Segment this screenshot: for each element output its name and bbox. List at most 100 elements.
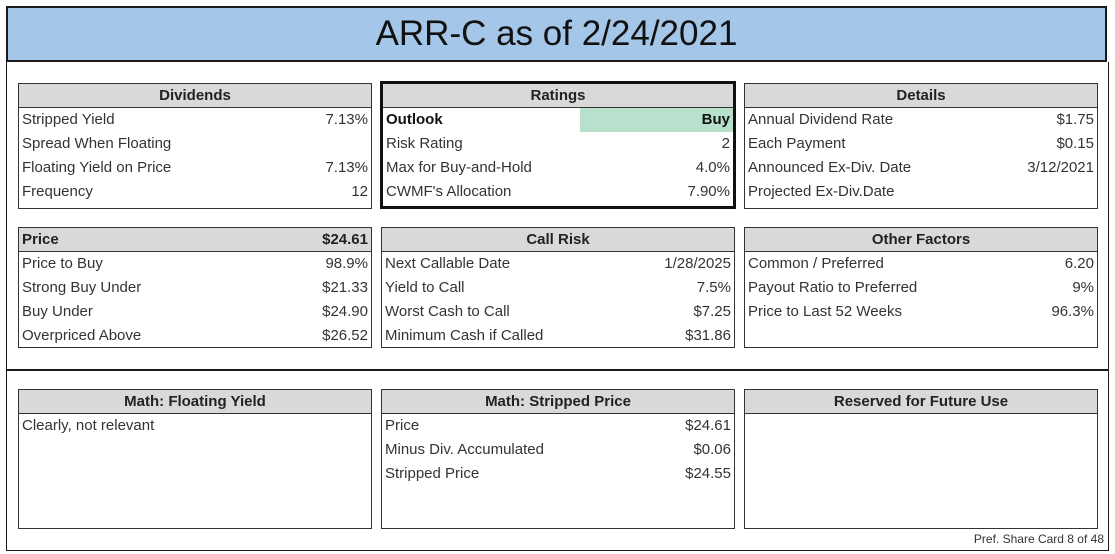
ratings-header: Ratings [383, 84, 733, 108]
card-footer: Pref. Share Card 8 of 48 [973, 532, 1104, 546]
page-title: ARR-C as of 2/24/2021 [6, 6, 1107, 62]
price-header-value: $24.61 [322, 231, 368, 248]
row-label: Overpriced Above [22, 327, 142, 344]
ratings-card: Ratings Outlook Buy Risk Rating 2 Max for … [380, 81, 736, 209]
dividends-row: Floating Yield on Price 7.13% [19, 156, 371, 180]
row-value: $31.86 [685, 327, 731, 344]
row-label: Minimum Cash if Called [385, 327, 544, 344]
row-label: Common / Preferred [748, 255, 884, 272]
details-card: Details Annual Dividend Rate $1.75 Each P… [744, 83, 1098, 209]
details-row: Announced Ex-Div. Date 3/12/2021 [745, 156, 1097, 180]
row-value: 9% [1072, 279, 1094, 296]
price-header: Price $24.61 [19, 228, 371, 252]
call-risk-card: Call Risk Next Callable Date 1/28/2025 Yi… [381, 227, 735, 348]
row-label: Price to Last 52 Weeks [748, 303, 902, 320]
price-card: Price $24.61 Price to Buy 98.9% Strong Buy… [18, 227, 372, 348]
row-value: $24.90 [322, 303, 368, 320]
row-value: $21.33 [322, 279, 368, 296]
math-floating-row: Clearly, not relevant [19, 414, 371, 438]
math-stripped-row: Stripped Price $24.55 [382, 462, 734, 486]
row-label: Minus Div. Accumulated [385, 441, 544, 458]
row-value: $24.61 [685, 417, 731, 434]
row-label: Spread When Floating [22, 135, 172, 152]
row-label: Yield to Call [385, 279, 465, 296]
call-risk-header: Call Risk [382, 228, 734, 252]
row-value: 96.3% [1051, 303, 1094, 320]
math-stripped-card: Math: Stripped Price Price $24.61 Minus D… [381, 389, 735, 529]
row-label: Frequency [22, 183, 93, 200]
row-label: Each Payment [748, 135, 846, 152]
math-stripped-row: Price $24.61 [382, 414, 734, 438]
row-label: Price to Buy [22, 255, 103, 272]
row-value: 1/28/2025 [664, 255, 731, 272]
ratings-row: Max for Buy-and-Hold 4.0% [383, 156, 733, 180]
price-header-label: Price [22, 231, 59, 248]
row-label: Projected Ex-Div.Date [748, 183, 895, 200]
row-label: Annual Dividend Rate [748, 111, 894, 128]
row-label: Risk Rating [386, 135, 463, 152]
outlook-value: Buy [580, 108, 733, 132]
row-value: 2 [721, 135, 730, 152]
row-label: Next Callable Date [385, 255, 511, 272]
math-floating-header: Math: Floating Yield [19, 390, 371, 414]
other-factors-card: Other Factors Common / Preferred 6.20 Pay… [744, 227, 1098, 348]
bottom-section [6, 370, 1109, 551]
row-value: 7.90% [687, 183, 730, 200]
price-row: Strong Buy Under $21.33 [19, 276, 371, 300]
row-label: Floating Yield on Price [22, 159, 172, 176]
row-value: 6.20 [1064, 255, 1094, 272]
row-value: $1.75 [1056, 111, 1094, 128]
row-label: Clearly, not relevant [22, 417, 155, 434]
row-value: 7.13% [325, 159, 368, 176]
row-value: 4.0% [695, 159, 730, 176]
call-risk-row: Next Callable Date 1/28/2025 [382, 252, 734, 276]
row-value: $24.55 [685, 465, 731, 482]
row-value: $0.06 [693, 441, 731, 458]
price-row: Overpriced Above $26.52 [19, 324, 371, 348]
other-factors-row: Price to Last 52 Weeks 96.3% [745, 300, 1097, 324]
row-label: Worst Cash to Call [385, 303, 510, 320]
dividends-row: Stripped Yield 7.13% [19, 108, 371, 132]
other-factors-row: Common / Preferred 6.20 [745, 252, 1097, 276]
row-value: 7.5% [696, 279, 731, 296]
row-value: 98.9% [325, 255, 368, 272]
reserved-card: Reserved for Future Use [744, 389, 1098, 529]
outlook-label: Outlook [386, 111, 443, 128]
dividends-card: Dividends Stripped Yield 7.13% Spread Whe… [18, 83, 372, 209]
details-row: Each Payment $0.15 [745, 132, 1097, 156]
price-row: Buy Under $24.90 [19, 300, 371, 324]
row-value: 3/12/2021 [1027, 159, 1094, 176]
call-risk-row: Minimum Cash if Called $31.86 [382, 324, 734, 348]
details-row: Annual Dividend Rate $1.75 [745, 108, 1097, 132]
other-factors-row: Payout Ratio to Preferred 9% [745, 276, 1097, 300]
row-value: 12 [351, 183, 368, 200]
outlook-row: Outlook Buy [383, 108, 733, 132]
top-section [6, 62, 1109, 370]
row-label: Stripped Price [385, 465, 480, 482]
row-label: Price [385, 417, 420, 434]
math-floating-card: Math: Floating Yield Clearly, not releva… [18, 389, 372, 529]
call-risk-row: Yield to Call 7.5% [382, 276, 734, 300]
row-label: Strong Buy Under [22, 279, 142, 296]
call-risk-row: Worst Cash to Call $7.25 [382, 300, 734, 324]
row-value: $0.15 [1056, 135, 1094, 152]
details-row: Projected Ex-Div.Date [745, 180, 1097, 204]
details-header: Details [745, 84, 1097, 108]
row-value: 7.13% [325, 111, 368, 128]
dividends-row: Frequency 12 [19, 180, 371, 204]
row-label: Payout Ratio to Preferred [748, 279, 918, 296]
row-value: $7.25 [693, 303, 731, 320]
reserved-header: Reserved for Future Use [745, 390, 1097, 414]
row-label: Stripped Yield [22, 111, 115, 128]
math-stripped-row: Minus Div. Accumulated $0.06 [382, 438, 734, 462]
row-label: CWMF's Allocation [386, 183, 512, 200]
dividends-row: Spread When Floating [19, 132, 371, 156]
other-factors-header: Other Factors [745, 228, 1097, 252]
row-value: $26.52 [322, 327, 368, 344]
ratings-row: CWMF's Allocation 7.90% [383, 180, 733, 204]
row-label: Buy Under [22, 303, 93, 320]
ratings-row: Risk Rating 2 [383, 132, 733, 156]
row-label: Max for Buy-and-Hold [386, 159, 532, 176]
row-label: Announced Ex-Div. Date [748, 159, 912, 176]
math-stripped-header: Math: Stripped Price [382, 390, 734, 414]
